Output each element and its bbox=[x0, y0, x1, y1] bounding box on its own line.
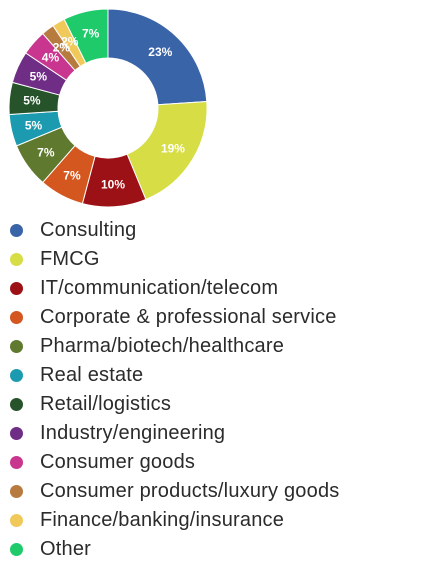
legend-label: Pharma/biotech/healthcare bbox=[40, 335, 285, 357]
slice-value-label-0: 23% bbox=[148, 45, 172, 59]
slice-value-label-2: 10% bbox=[101, 177, 125, 191]
legend-label: Real estate bbox=[40, 364, 144, 386]
donut-slice-0 bbox=[107, 8, 208, 106]
legend-swatch bbox=[10, 340, 23, 353]
donut-chart: 23%19%10%7%7%5%5%5%4%2%2%7% bbox=[8, 8, 208, 208]
legend-item: Industry/engineering bbox=[10, 419, 339, 448]
legend-item: Consumer goods bbox=[10, 448, 339, 477]
legend-item: FMCG bbox=[10, 245, 339, 274]
legend-swatch bbox=[10, 485, 23, 498]
legend-item: Corporate & professional service bbox=[10, 303, 339, 332]
legend-swatch bbox=[10, 427, 23, 440]
slice-value-label-6: 5% bbox=[23, 94, 41, 108]
legend-item: Consumer products/luxury goods bbox=[10, 477, 339, 506]
chart-legend: Consulting FMCG IT/communication/telecom Co… bbox=[10, 216, 339, 564]
legend-item: Retail/logistics bbox=[10, 390, 339, 419]
legend-swatch bbox=[10, 398, 23, 411]
slice-value-label-3: 7% bbox=[63, 168, 81, 182]
slice-value-label-11: 7% bbox=[82, 26, 100, 40]
legend-swatch bbox=[10, 253, 23, 266]
legend-label: Corporate & professional service bbox=[40, 306, 337, 328]
slice-value-label-1: 19% bbox=[161, 141, 185, 155]
legend-swatch bbox=[10, 543, 23, 556]
legend-label: Consulting bbox=[40, 219, 137, 241]
legend-swatch bbox=[10, 456, 23, 469]
slice-value-label-9: 2% bbox=[53, 40, 71, 54]
legend-item: Consulting bbox=[10, 216, 339, 245]
legend-swatch bbox=[10, 514, 23, 527]
legend-label: FMCG bbox=[40, 248, 100, 270]
legend-label: Finance/banking/insurance bbox=[40, 509, 285, 531]
legend-swatch bbox=[10, 369, 23, 382]
legend-item: Other bbox=[10, 535, 339, 564]
legend-item: Finance/banking/insurance bbox=[10, 506, 339, 535]
slice-value-label-8: 4% bbox=[42, 51, 60, 65]
legend-swatch bbox=[10, 311, 23, 324]
legend-item: Real estate bbox=[10, 361, 339, 390]
legend-item: IT/communication/telecom bbox=[10, 274, 339, 303]
legend-label: Other bbox=[40, 538, 92, 560]
slice-value-label-4: 7% bbox=[37, 146, 55, 160]
legend-label: Consumer goods bbox=[40, 451, 196, 473]
slice-value-label-5: 5% bbox=[25, 118, 43, 132]
legend-label: Retail/logistics bbox=[40, 393, 172, 415]
legend-swatch bbox=[10, 224, 23, 237]
legend-label: IT/communication/telecom bbox=[40, 277, 279, 299]
legend-label: Consumer products/luxury goods bbox=[40, 480, 340, 502]
legend-item: Pharma/biotech/healthcare bbox=[10, 332, 339, 361]
legend-swatch bbox=[10, 282, 23, 295]
slice-value-label-10: 2% bbox=[61, 35, 79, 49]
donut-slice-11 bbox=[63, 8, 109, 64]
legend-label: Industry/engineering bbox=[40, 422, 226, 444]
slice-value-label-7: 5% bbox=[30, 69, 48, 83]
